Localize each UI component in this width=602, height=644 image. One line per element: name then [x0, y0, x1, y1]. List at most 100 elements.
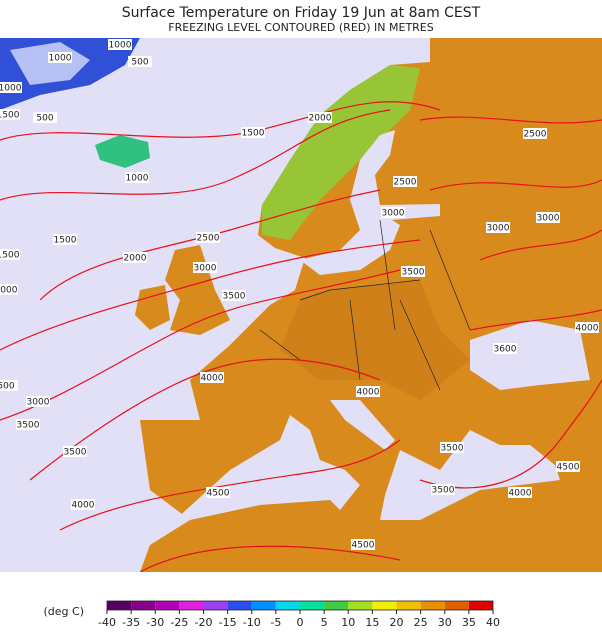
colorbar-label: 15: [365, 616, 379, 629]
contour-label-bg: [308, 112, 332, 123]
title: Surface Temperature on Friday 19 Jun at …: [122, 5, 481, 21]
contour-label: 3500: [64, 448, 87, 458]
contour-label-bg: [26, 396, 50, 407]
contour-label-bg: [351, 539, 375, 550]
contour-label: 500: [131, 58, 148, 68]
contour-label-bg: [381, 207, 405, 218]
contour-label-bg: [393, 176, 417, 187]
contour-label-bg: [123, 252, 147, 263]
colorbar-label: -5: [270, 616, 281, 629]
colorbar-unit: (deg C): [44, 605, 85, 618]
contour-label: 4500: [207, 489, 230, 499]
contour-label-bg: [0, 380, 18, 391]
subtitle: FREEZING LEVEL CONTOURED (RED) IN METRES: [168, 21, 434, 34]
contour-label: 3500: [223, 292, 246, 302]
contour-label-bg: [556, 461, 580, 472]
contour-label-bg: [508, 487, 532, 498]
contour-label-bg: [196, 232, 220, 243]
colorbar-segment: [179, 601, 204, 610]
contour-label-bg: [356, 386, 380, 397]
contour-label: 4000: [201, 374, 224, 384]
colorbar-segment: [203, 601, 228, 610]
contour-label: 4000: [357, 388, 380, 398]
colorbar-label: 25: [414, 616, 428, 629]
borders: [259, 219, 471, 391]
colorbar-segment: [275, 601, 300, 610]
contour-label-bg: [493, 343, 517, 354]
colorbar-segment: [131, 601, 156, 610]
contour-label: 3500: [432, 486, 455, 496]
central-europe: [280, 280, 470, 400]
contour-label: 3000: [487, 224, 510, 234]
contour-label: 2000: [0, 286, 18, 296]
contour-label: 4000: [509, 489, 532, 499]
contour-label: 3500: [402, 268, 425, 278]
colorbar-segment: [251, 601, 276, 610]
contour-label: 3500: [17, 421, 40, 431]
contour-label-bg: [193, 262, 217, 273]
contour-label: 3600: [494, 345, 517, 355]
contour-label-bg: [523, 128, 547, 139]
contour-label: 2500: [524, 130, 547, 140]
contour-label-bg: [0, 109, 20, 120]
contour-label: 2000: [309, 114, 332, 124]
scandinavia: [262, 65, 420, 240]
great-britain: [165, 245, 230, 335]
contour-label: 4500: [352, 541, 375, 551]
contour-label-bg: [440, 442, 464, 453]
colorbar-segment: [444, 601, 469, 610]
colorbar-segment: [155, 601, 180, 610]
iceland: [95, 135, 150, 168]
contour-label: 500: [36, 114, 53, 124]
colorbar-label: 20: [390, 616, 404, 629]
contour-label-bg: [222, 290, 246, 301]
contour-label: 500: [0, 382, 15, 392]
contour-label-bg: [63, 446, 87, 457]
contour-label-bg: [536, 212, 560, 223]
colorbar-label: 10: [341, 616, 355, 629]
contour-label: 3000: [537, 214, 560, 224]
contour-label-bg: [401, 266, 425, 277]
colorbar-segment: [372, 601, 397, 610]
colorbar-segment: [468, 601, 493, 610]
contour-label-bg: [200, 372, 224, 383]
contour-label-bg: [0, 284, 18, 295]
colorbar-label: -15: [219, 616, 237, 629]
adriatic-sea: [330, 400, 395, 450]
colorbar-segment: [396, 601, 421, 610]
contour-label-bg: [16, 419, 40, 430]
contour-label-bg: [0, 82, 22, 93]
colorbar-label: -40: [98, 616, 116, 629]
colorbar-segment: [227, 601, 252, 610]
colorbar-segment: [420, 601, 445, 610]
contour-label: 3000: [194, 264, 217, 274]
colorbar-label: -35: [122, 616, 140, 629]
colorbar-segment: [300, 601, 325, 610]
colorbar-label: -10: [243, 616, 261, 629]
map: 1000 1000 500 1000 1500 500 1500 2000 2500 2500 10…: [0, 38, 602, 573]
colorbar-label: 30: [438, 616, 452, 629]
contour-label-bg: [575, 322, 599, 333]
contour-label: 1500: [54, 236, 77, 246]
contour-label: 1500: [242, 129, 265, 139]
colorbar-label: 40: [486, 616, 500, 629]
contour-label-bg: [53, 234, 77, 245]
baltic-sea: [300, 130, 440, 275]
contour-label: 2000: [124, 254, 147, 264]
contour-label-bg: [125, 172, 149, 183]
contour-label-bg: [108, 39, 132, 50]
colorbar-segment: [324, 601, 349, 610]
contour-label: 1000: [0, 84, 22, 94]
colorbar-label: -20: [195, 616, 213, 629]
colorbar-segment: [348, 601, 373, 610]
contour-label: 2500: [394, 178, 417, 188]
contour-label: 3000: [27, 398, 50, 408]
colorbar-label: -30: [146, 616, 164, 629]
contour-label-bg: [241, 127, 265, 138]
black-sea: [470, 320, 590, 390]
colorbar-label: 35: [462, 616, 476, 629]
contour-label: 4000: [576, 324, 599, 334]
colorbar-label: -25: [170, 616, 188, 629]
contour-label-bg: [71, 499, 95, 510]
